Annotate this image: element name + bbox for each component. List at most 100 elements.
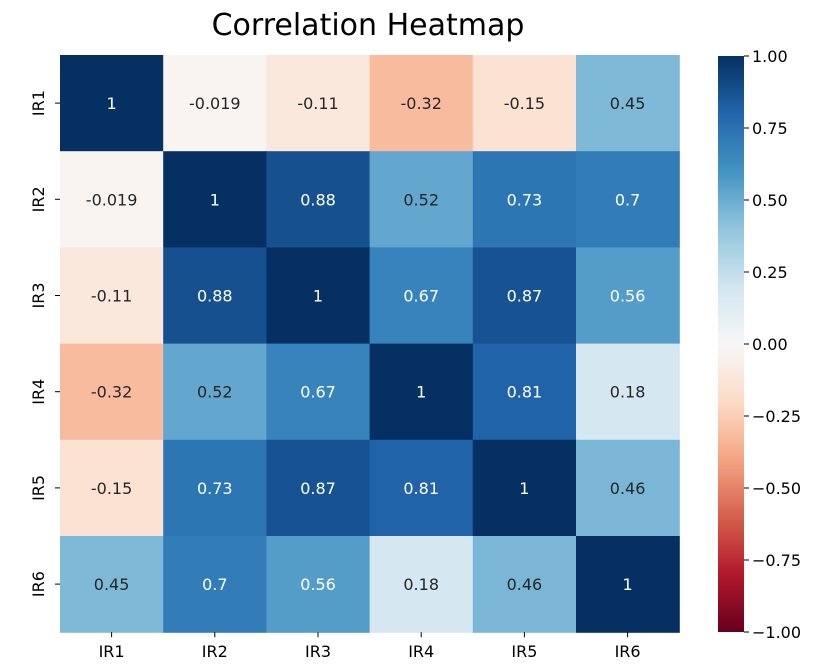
heatmap-cell-ir4-ir3 [266, 343, 371, 441]
cell-value-label: 0.87 [507, 287, 543, 306]
x-tick-label: IR5 [511, 642, 537, 661]
heatmap-cell-ir4-ir6 [576, 343, 680, 441]
heatmap-cell-ir4-ir2 [163, 343, 267, 441]
cell-value-label: 1 [107, 94, 117, 113]
cell-value-label: 0.67 [403, 287, 439, 306]
heatmap-cell-ir2-ir2 [163, 151, 267, 248]
cell-value-label: -0.11 [297, 94, 338, 113]
cell-value-label: 1 [519, 479, 529, 498]
heatmap-cell-ir1-ir1 [60, 55, 164, 152]
heatmap-cell-ir6-ir5 [472, 536, 577, 633]
x-axis: IR1 IR2 IR3 IR4 IR5 IR6 [99, 632, 641, 661]
heatmap-cell-ir4-ir5 [472, 343, 577, 441]
colorbar-tick-label: −0.50 [752, 479, 801, 498]
y-tick-label: IR3 [29, 282, 48, 308]
heatmap-cell-ir5-ir1 [60, 439, 164, 537]
colorbar-tick-label: −0.75 [752, 551, 801, 570]
cell-value-label: 0.73 [197, 479, 233, 498]
heatmap-cell-ir5-ir4 [369, 439, 474, 537]
y-tick-label: IR2 [29, 186, 48, 212]
colorbar-gradient [718, 56, 744, 632]
heatmap-cell-ir1-ir4 [369, 55, 474, 152]
cell-value-label: -0.32 [91, 383, 132, 402]
colorbar-tick-label: 0.25 [752, 263, 788, 282]
cell-value-label: 0.67 [300, 383, 336, 402]
colorbar-tick-label: 1.00 [752, 47, 788, 66]
cell-value-label: 0.7 [202, 575, 227, 594]
cell-value-label: 0.7 [615, 190, 640, 209]
cell-value-label: 0.81 [403, 479, 439, 498]
x-tick-label: IR3 [305, 642, 331, 661]
cell-value-label: 1 [416, 383, 426, 402]
heatmap-cell-ir6-ir6 [576, 536, 680, 633]
cell-value-label: -0.019 [86, 190, 138, 209]
heatmap-cell-ir4-ir4 [369, 343, 474, 441]
heatmap-cell-ir6-ir4 [369, 536, 474, 633]
cell-value-label: 1 [210, 190, 220, 209]
x-tick-label: IR1 [99, 642, 125, 661]
heatmap-cell-ir3-ir1 [60, 247, 164, 345]
heatmap-cell-ir6-ir1 [60, 536, 164, 633]
y-tick-label: IR4 [29, 379, 48, 405]
heatmap-cell-ir6-ir3 [266, 536, 371, 633]
cell-value-label: 0.18 [403, 575, 439, 594]
cell-value-label: 0.56 [610, 287, 646, 306]
heatmap-cell-ir5-ir6 [576, 439, 680, 537]
cell-value-label: 0.87 [300, 479, 336, 498]
heatmap-cell-ir2-ir4 [369, 151, 474, 248]
colorbar-tick-label: 0.00 [752, 335, 788, 354]
cell-value-label: 0.45 [94, 575, 130, 594]
heatmap-cell-ir2-ir6 [576, 151, 680, 248]
cell-value-label: 0.52 [403, 190, 439, 209]
x-tick-label: IR4 [408, 642, 434, 661]
heatmap-cell-ir3-ir4 [369, 247, 474, 345]
cell-value-label: 0.46 [610, 479, 646, 498]
heatmap-cell-ir5-ir3 [266, 439, 371, 537]
cell-value-label: 0.46 [507, 575, 543, 594]
heatmap-cell-ir3-ir3 [266, 247, 371, 345]
y-tick-label: IR5 [29, 475, 48, 501]
heatmap-cell-ir3-ir6 [576, 247, 680, 345]
colorbar-tick-label: 0.75 [752, 119, 788, 138]
heatmap-cell-ir1-ir6 [576, 55, 680, 152]
cell-value-label: 1 [313, 287, 323, 306]
heatmap-cell-ir1-ir5 [472, 55, 577, 152]
heatmap-cell-ir2-ir5 [472, 151, 577, 248]
cell-value-label: 0.88 [300, 190, 336, 209]
heatmap-cells [60, 55, 680, 633]
y-tick-label: IR1 [29, 90, 48, 116]
x-tick-label: IR6 [615, 642, 641, 661]
colorbar-tick-label: 0.50 [752, 191, 788, 210]
cell-value-label: 0.88 [197, 287, 233, 306]
heatmap-cell-ir1-ir3 [266, 55, 371, 152]
cell-value-label: -0.32 [400, 94, 441, 113]
heatmap-cell-ir2-ir1 [60, 151, 164, 248]
cell-value-label: -0.019 [189, 94, 241, 113]
heatmap-cell-ir1-ir2 [163, 55, 267, 152]
cell-value-label: 0.18 [610, 383, 646, 402]
heatmap-cell-ir2-ir3 [266, 151, 371, 248]
x-tick-label: IR2 [202, 642, 228, 661]
y-axis: IR1 IR2 IR3 IR4 IR5 IR6 [29, 90, 60, 597]
cell-value-label: 0.45 [610, 94, 646, 113]
cell-value-label: 0.73 [507, 190, 543, 209]
cell-value-label: 1 [623, 575, 633, 594]
heatmap-cell-ir5-ir2 [163, 439, 267, 537]
heatmap-cell-ir3-ir2 [163, 247, 267, 345]
cell-value-label: -0.15 [504, 94, 545, 113]
y-tick-label: IR6 [29, 571, 48, 597]
colorbar: 1.00 0.75 0.50 0.25 0.00 −0.25 −0.50 −0.75 −1.00 [718, 47, 801, 642]
heatmap-cell-ir6-ir2 [163, 536, 267, 633]
heatmap-cell-ir3-ir5 [472, 247, 577, 345]
cell-value-label: -0.15 [91, 479, 132, 498]
cell-value-label: 0.81 [507, 383, 543, 402]
cell-value-label: 0.56 [300, 575, 336, 594]
colorbar-tick-label: −1.00 [752, 623, 801, 642]
colorbar-tick-label: −0.25 [752, 407, 801, 426]
heatmap-cell-ir4-ir1 [60, 343, 164, 441]
chart-title: Correlation Heatmap [212, 8, 525, 43]
heatmap-cell-ir5-ir5 [472, 439, 577, 537]
heatmap-annotations: 1 -0.019 -0.11 -0.32 -0.15 0.45 -0.019 1 0.88 0.5… [86, 94, 646, 594]
cell-value-label: 0.52 [197, 383, 233, 402]
